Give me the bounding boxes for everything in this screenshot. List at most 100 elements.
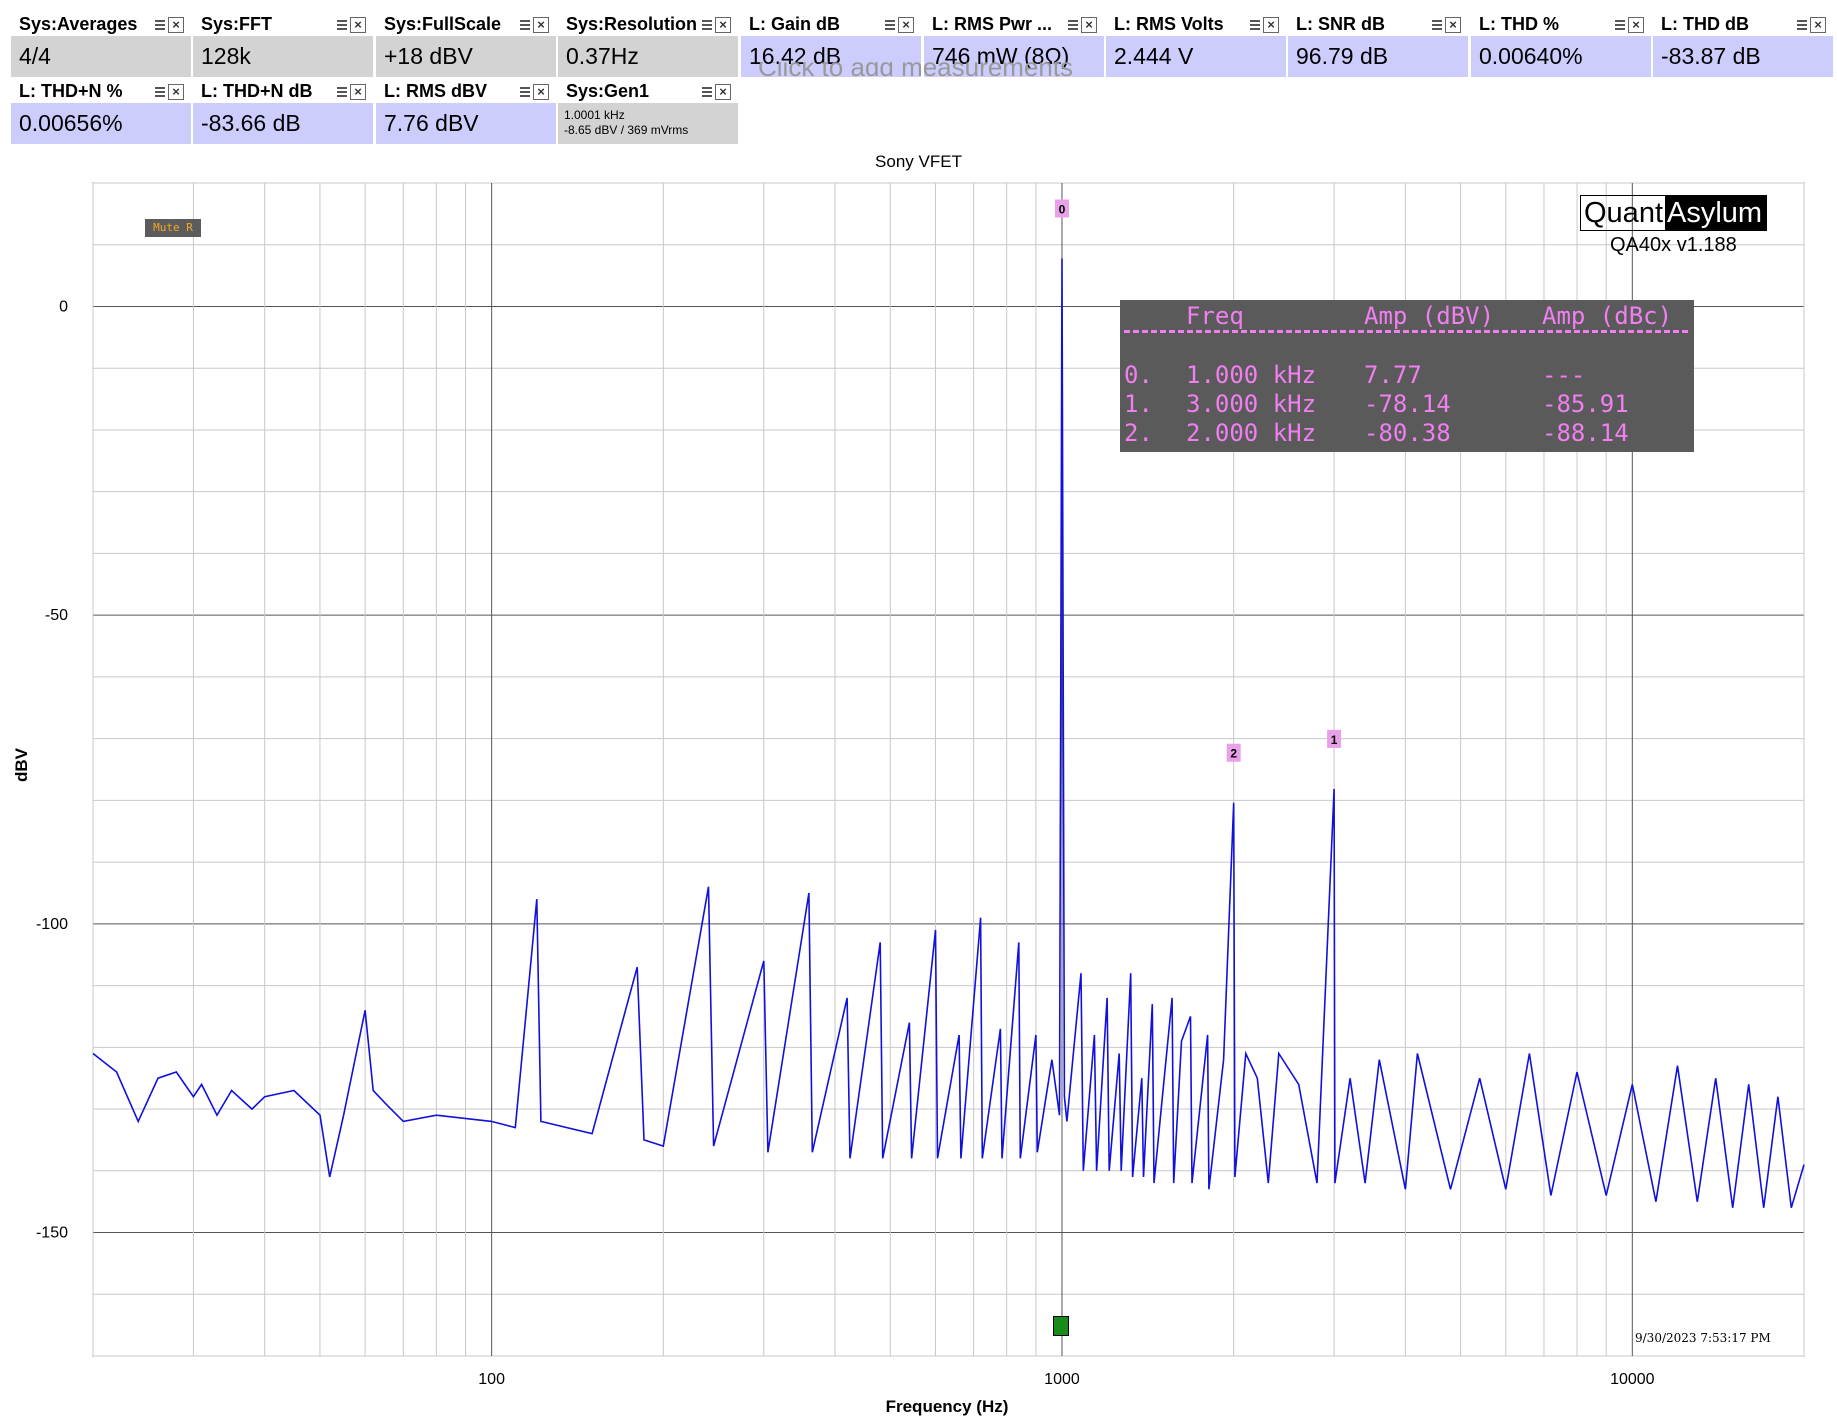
tile-header: Sys:Resolution × bbox=[558, 12, 738, 36]
peak-marker bbox=[1226, 743, 1241, 762]
close-icon[interactable]: × bbox=[898, 17, 914, 33]
tile-value: -83.87 dB bbox=[1661, 43, 1761, 69]
tile-name: Sys:FullScale bbox=[384, 14, 502, 34]
tile-header: L: SNR dB × bbox=[1288, 12, 1468, 36]
tile-name: Sys:Resolution bbox=[566, 14, 698, 34]
tile-buttons: × bbox=[1250, 17, 1284, 33]
close-icon[interactable]: × bbox=[1445, 17, 1461, 33]
menu-icon[interactable] bbox=[702, 20, 712, 30]
tile-value: 2.444 V bbox=[1114, 43, 1194, 69]
spectrum-trace bbox=[92, 258, 1805, 1209]
tile-name: L: RMS Volts bbox=[1114, 14, 1224, 34]
measurement-tile[interactable]: Sys:Gen1 × 1.0001 kHz -8.65 dBV / 369 mVrms bbox=[558, 79, 738, 144]
measurement-tile[interactable]: L: THD dB × -83.87 dB bbox=[1653, 12, 1833, 77]
measurement-tile[interactable]: L: Gain dB × 16.42 dB bbox=[741, 12, 921, 77]
close-icon[interactable]: × bbox=[1081, 17, 1097, 33]
close-icon[interactable]: × bbox=[533, 17, 549, 33]
tile-value-box: -83.87 dB bbox=[1653, 36, 1833, 77]
tile-header: L: THD dB × bbox=[1653, 12, 1833, 36]
close-icon[interactable]: × bbox=[168, 84, 184, 100]
y-axis-label: dBV bbox=[12, 748, 31, 782]
y-tick-label: -50 bbox=[45, 607, 68, 624]
close-icon[interactable]: × bbox=[168, 17, 184, 33]
peak-marker-label: 2 bbox=[1230, 747, 1237, 761]
tile-name: L: SNR dB bbox=[1296, 14, 1385, 34]
close-icon[interactable]: × bbox=[350, 84, 366, 100]
tile-header: L: THD+N dB × bbox=[193, 79, 373, 103]
tile-buttons: × bbox=[885, 17, 919, 33]
measurement-tile[interactable]: Sys:FullScale × +18 dBV bbox=[376, 12, 556, 77]
version-label: QA40x v1.188 bbox=[1610, 234, 1737, 256]
tile-value-box: 1.0001 kHz -8.65 dBV / 369 mVrms bbox=[558, 103, 738, 144]
measurement-tile[interactable]: Sys:Resolution × 0.37Hz bbox=[558, 12, 738, 77]
measurement-tile[interactable]: L: THD+N % × 0.00656% bbox=[11, 79, 191, 144]
menu-icon[interactable] bbox=[885, 20, 895, 30]
menu-icon[interactable] bbox=[1068, 20, 1078, 30]
close-icon[interactable]: × bbox=[1263, 17, 1279, 33]
tile-buttons: × bbox=[520, 17, 554, 33]
tile-buttons: × bbox=[520, 84, 554, 100]
measurement-tile[interactable]: Sys:Averages × 4/4 bbox=[11, 12, 191, 77]
measurement-tile[interactable]: L: THD % × 0.00640% bbox=[1471, 12, 1651, 77]
tile-name: Sys:Averages bbox=[19, 14, 138, 34]
menu-icon[interactable] bbox=[1797, 20, 1807, 30]
tile-buttons: × bbox=[702, 84, 736, 100]
header-amp-dbv: Amp (dBV) bbox=[1364, 302, 1495, 330]
tile-header: Sys:Gen1 × bbox=[558, 79, 738, 103]
peak-table: Freq Amp (dBV) Amp (dBc) 0. 1.000 kHz 7.… bbox=[1120, 300, 1694, 452]
menu-icon[interactable] bbox=[702, 87, 712, 97]
menu-icon[interactable] bbox=[1432, 20, 1442, 30]
generator-freq: 1.0001 kHz bbox=[564, 108, 625, 122]
tile-name: L: THD % bbox=[1479, 14, 1559, 34]
close-icon[interactable]: × bbox=[350, 17, 366, 33]
y-tick-label: -100 bbox=[36, 916, 68, 933]
tile-name: Sys:Gen1 bbox=[566, 81, 650, 101]
capture-timestamp: 9/30/2023 7:53:17 PM bbox=[1635, 1331, 1771, 1345]
measurement-tile[interactable]: Sys:FFT × 128k bbox=[193, 12, 373, 77]
menu-icon[interactable] bbox=[155, 87, 165, 97]
measurement-tile[interactable]: L: SNR dB × 96.79 dB bbox=[1288, 12, 1468, 77]
tile-value: -83.66 dB bbox=[201, 110, 301, 136]
tile-header: Sys:FullScale × bbox=[376, 12, 556, 36]
chart-title: Sony VFET bbox=[875, 152, 962, 171]
x-tick-label: 100 bbox=[478, 1371, 505, 1388]
tile-value: 0.00640% bbox=[1479, 43, 1583, 69]
tile-name: L: THD+N % bbox=[19, 81, 123, 101]
x-tick-label: 1000 bbox=[1044, 1371, 1080, 1388]
close-icon[interactable]: × bbox=[715, 84, 731, 100]
tile-value: 16.42 dB bbox=[749, 43, 842, 69]
add-measurement-hint[interactable]: Click to add measurements bbox=[758, 52, 1074, 82]
tile-buttons: × bbox=[702, 17, 736, 33]
measurement-tile[interactable]: L: RMS Pwr ... × 746 mW (8Ω) bbox=[924, 12, 1104, 77]
mute-right-badge[interactable]: Mute R bbox=[145, 219, 201, 237]
tile-header: Sys:Averages × bbox=[11, 12, 191, 36]
tile-name: L: THD dB bbox=[1661, 14, 1749, 34]
menu-icon[interactable] bbox=[1615, 20, 1625, 30]
peak-row: 2. 2.000 kHz -80.38 -88.14 bbox=[1124, 419, 1629, 447]
close-icon[interactable]: × bbox=[715, 17, 731, 33]
quantasylum-logo: Quant Asylum bbox=[1580, 195, 1768, 231]
y-tick-label: -150 bbox=[36, 1225, 68, 1242]
tile-value: 4/4 bbox=[19, 43, 51, 69]
menu-icon[interactable] bbox=[337, 87, 347, 97]
close-icon[interactable]: × bbox=[1628, 17, 1644, 33]
menu-icon[interactable] bbox=[1250, 20, 1260, 30]
measurement-tile[interactable]: L: THD+N dB × -83.66 dB bbox=[193, 79, 373, 144]
tile-name: L: Gain dB bbox=[749, 14, 840, 34]
tile-value-box: 0.00656% bbox=[11, 103, 191, 144]
menu-icon[interactable] bbox=[520, 20, 530, 30]
tile-name: L: RMS Pwr ... bbox=[932, 14, 1053, 34]
tile-value-box: -83.66 dB bbox=[193, 103, 373, 144]
tile-value-box: 2.444 V bbox=[1106, 36, 1286, 77]
close-icon[interactable]: × bbox=[1810, 17, 1826, 33]
menu-icon[interactable] bbox=[520, 87, 530, 97]
generator-marker[interactable] bbox=[1053, 1316, 1069, 1336]
measurement-tile[interactable]: L: RMS Volts × 2.444 V bbox=[1106, 12, 1286, 77]
measurement-tile[interactable]: L: RMS dBV × 7.76 dBV bbox=[376, 79, 556, 144]
tile-buttons: × bbox=[1797, 17, 1831, 33]
tile-value-box: 746 mW (8Ω) bbox=[924, 36, 1104, 77]
close-icon[interactable]: × bbox=[533, 84, 549, 100]
peak-marker bbox=[1054, 199, 1069, 218]
menu-icon[interactable] bbox=[155, 20, 165, 30]
menu-icon[interactable] bbox=[337, 20, 347, 30]
